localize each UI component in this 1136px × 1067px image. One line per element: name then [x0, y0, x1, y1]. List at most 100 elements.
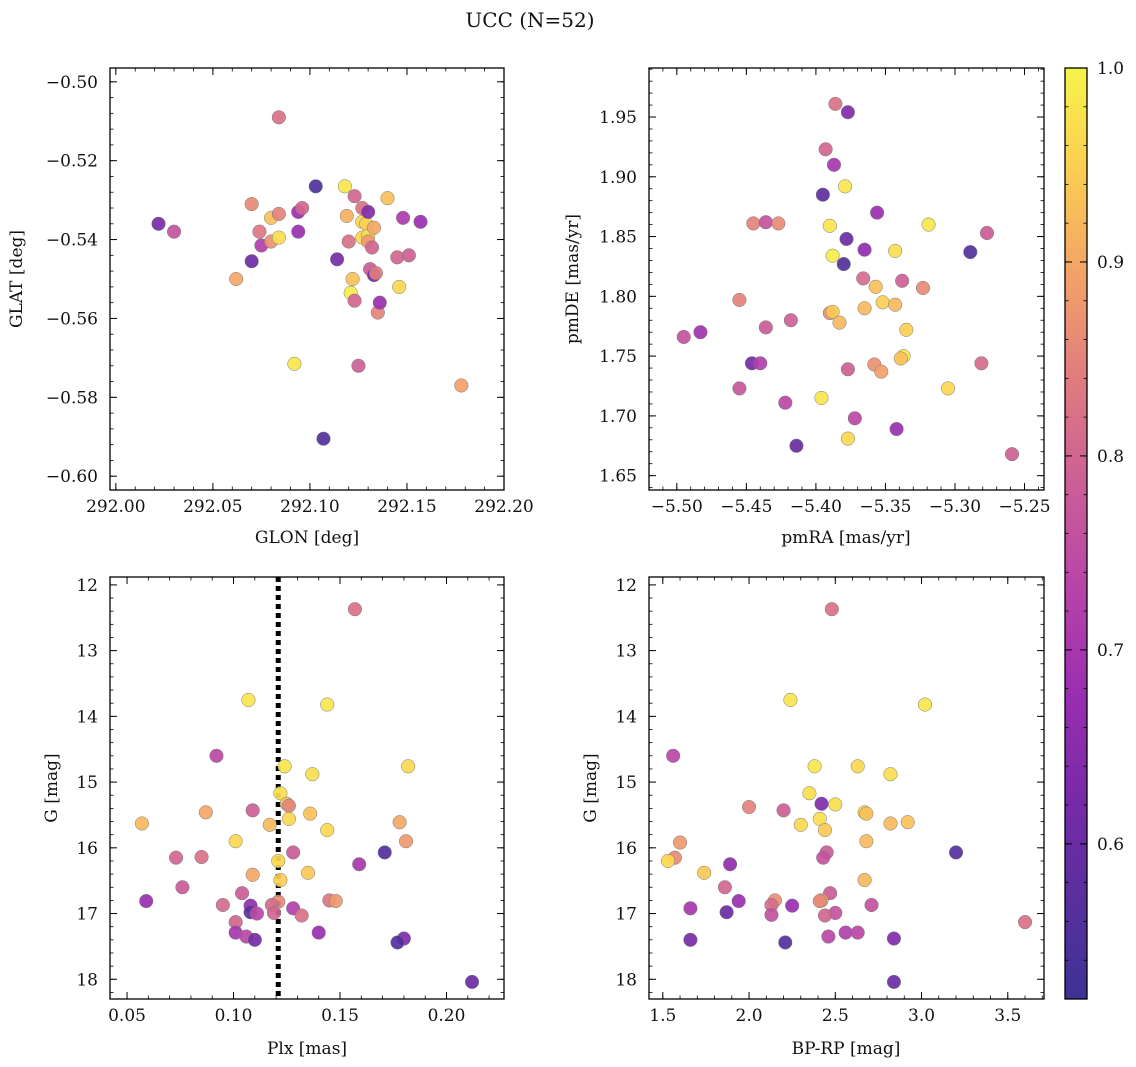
y-tick-label: 1.75: [599, 347, 637, 367]
data-point: [832, 315, 847, 330]
y-axis-label: G [mag]: [581, 753, 601, 822]
data-point: [413, 214, 428, 229]
data-point: [895, 273, 910, 288]
y-tick-label: 14: [76, 707, 98, 727]
data-point: [401, 759, 416, 774]
data-point: [396, 210, 411, 225]
data-point: [139, 894, 154, 909]
subplot-grid: 292.00 292.05 292.10 292.15 292.20 −0.50 −0.52…: [7, 67, 1051, 1059]
data-point: [814, 390, 829, 405]
data-point: [893, 351, 908, 366]
data-point: [1017, 915, 1033, 930]
data-point: [776, 803, 791, 818]
data-point: [273, 786, 288, 801]
data-point: [723, 857, 738, 872]
data-point: [286, 845, 301, 860]
data-point: [825, 248, 840, 263]
y-tick-label: 18: [76, 970, 98, 990]
data-point: [847, 411, 862, 426]
data-point: [826, 157, 842, 172]
data-point: [778, 395, 793, 410]
subplot-plx-g: 0.05 0.10 0.15 0.20 12 13 14 15 16 17 18 Plx [mas] G…: [42, 576, 505, 1059]
y-tick-label: 15: [615, 773, 637, 793]
colorbar-tick-label: 0.6: [1097, 835, 1124, 855]
y-tick-label: −0.58: [46, 388, 98, 408]
data-point: [294, 908, 309, 923]
data-point: [886, 974, 901, 989]
data-point: [281, 811, 296, 826]
data-point: [347, 602, 362, 617]
y-tick-label: 14: [615, 707, 637, 727]
data-point: [717, 880, 732, 895]
data-point: [311, 925, 326, 940]
data-point: [812, 894, 827, 909]
data-point: [979, 225, 995, 241]
data-point: [840, 105, 855, 120]
data-point: [850, 925, 865, 940]
data-point: [364, 240, 380, 255]
data-point: [974, 356, 989, 371]
data-point: [857, 301, 872, 316]
data-point: [900, 815, 915, 830]
data-point: [398, 834, 414, 849]
data-point: [917, 697, 933, 712]
data-point: [262, 817, 277, 832]
data-point: [921, 217, 936, 232]
data-point: [838, 179, 853, 194]
x-axis-label: pmRA [mas/yr]: [781, 528, 910, 548]
data-point: [320, 697, 335, 712]
x-tick-label: 292.20: [474, 497, 533, 517]
data-point: [817, 823, 832, 838]
data-point: [816, 850, 831, 865]
figure-title: UCC (N=52): [465, 8, 594, 32]
data-point: [883, 816, 898, 831]
y-tick-label: −0.60: [46, 467, 98, 487]
data-point: [753, 356, 768, 371]
colorbar-tick-label: 0.8: [1097, 447, 1124, 467]
y-tick-label: 17: [76, 905, 98, 925]
data-point: [940, 381, 956, 396]
data-point: [352, 857, 367, 872]
data-point: [764, 907, 779, 922]
data-point: [281, 798, 296, 813]
x-tick-label: 292.10: [280, 497, 339, 517]
data-point: [839, 231, 854, 247]
x-axis-label: Plx [mas]: [267, 1039, 347, 1059]
x-tick-label: −5.35: [859, 497, 911, 517]
data-point: [783, 692, 798, 707]
data-point: [666, 748, 681, 763]
data-point: [295, 200, 310, 216]
data-point: [328, 894, 343, 909]
data-point: [836, 257, 851, 272]
data-point: [194, 849, 209, 865]
data-point: [683, 901, 698, 916]
data-point: [676, 329, 691, 345]
plot-frame: [109, 67, 505, 491]
data-point: [672, 835, 688, 850]
data-point: [875, 295, 890, 310]
colorbar-tick-label: 0.9: [1097, 253, 1124, 273]
y-tick-label: 16: [615, 839, 637, 859]
y-tick-label: 17: [615, 905, 637, 925]
data-point: [244, 197, 259, 212]
y-tick-label: 1.65: [599, 467, 637, 487]
data-point: [822, 218, 837, 233]
data-point: [392, 279, 407, 294]
data-point: [245, 803, 260, 818]
y-axis-label: pmDE [mas/yr]: [563, 214, 583, 344]
data-point: [789, 438, 804, 453]
data-point: [793, 817, 808, 832]
data-point: [271, 206, 286, 221]
data-point: [271, 853, 286, 869]
data-point: [273, 872, 288, 888]
data-point: [366, 220, 382, 235]
data-point: [857, 242, 872, 257]
y-tick-label: 1.95: [599, 108, 637, 128]
data-point: [783, 313, 798, 328]
y-tick-label: −0.54: [46, 231, 98, 251]
data-point: [732, 292, 747, 307]
data-point: [828, 797, 843, 812]
data-point: [271, 110, 286, 125]
data-point: [392, 815, 407, 830]
